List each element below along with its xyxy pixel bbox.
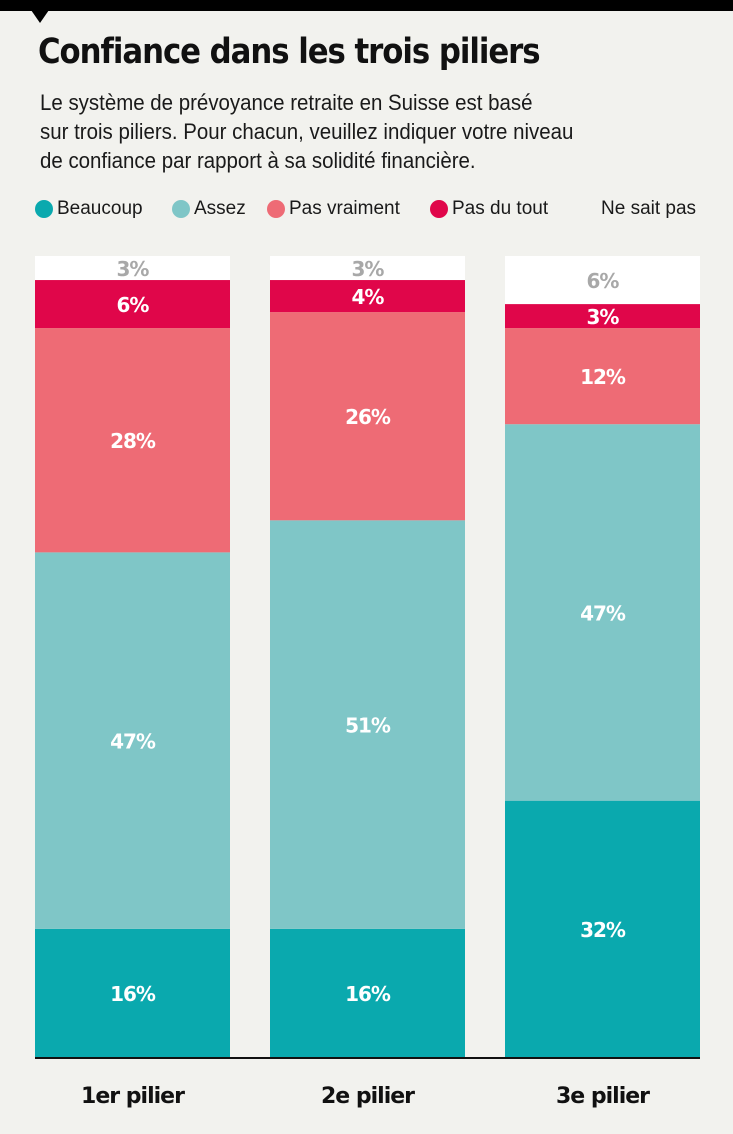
- data-label: 6%: [117, 293, 150, 317]
- bar-segment: [505, 328, 700, 425]
- category-label: 2e pilier: [321, 1084, 415, 1109]
- legend-label: Assez: [194, 198, 246, 219]
- legend-label: Ne sait pas: [601, 198, 697, 219]
- data-label: 3%: [352, 257, 385, 281]
- legend-item: Ne sait pas: [601, 198, 696, 220]
- bar-segment: [35, 928, 230, 1057]
- data-label: 16%: [110, 982, 156, 1006]
- bar-segment: [505, 304, 700, 329]
- bar-segment: [270, 928, 465, 1057]
- bar-segment: [505, 256, 700, 305]
- bar-segment: [35, 552, 230, 929]
- legend-swatch: [172, 200, 190, 218]
- chart-title: Confiance dans les trois piliers: [38, 32, 541, 72]
- data-label: 12%: [580, 365, 626, 389]
- legend-label: Pas du tout: [452, 198, 549, 219]
- legend-item: Assez: [172, 198, 246, 220]
- top-bar: [0, 0, 733, 11]
- legend-item: Pas du tout: [430, 198, 548, 220]
- legend-swatch: [267, 200, 285, 218]
- bar-segment: [505, 424, 700, 801]
- bar-segment: [35, 328, 230, 553]
- data-label: 3%: [117, 257, 150, 281]
- legend-swatch: [35, 200, 53, 218]
- legend: Beaucoup Assez Pas vraiment Pas du tout Ne s…: [35, 198, 705, 224]
- data-label: 51%: [345, 714, 391, 738]
- bar-segment: [35, 280, 230, 329]
- legend-label: Pas vraiment: [289, 198, 400, 219]
- data-label: 47%: [110, 730, 156, 754]
- bar-segment: [270, 312, 465, 521]
- legend-swatch: [430, 200, 448, 218]
- category-label: 1er pilier: [81, 1084, 185, 1109]
- bar-segment: [35, 256, 230, 281]
- data-label: 28%: [110, 429, 156, 453]
- bar-segment: [270, 520, 465, 929]
- data-label: 3%: [587, 305, 620, 329]
- bar-segment: [270, 280, 465, 313]
- data-label: 26%: [345, 405, 391, 429]
- legend-item: Pas vraiment: [267, 198, 400, 220]
- data-label: 47%: [580, 601, 626, 625]
- bar-segment: [270, 256, 465, 281]
- notch-marker: [31, 10, 49, 23]
- data-label: 4%: [352, 285, 385, 309]
- category-label: 3e pilier: [556, 1084, 650, 1109]
- chart-subtitle: Le système de prévoyance retraite en Sui…: [40, 90, 574, 173]
- data-label: 16%: [345, 982, 391, 1006]
- legend-item: Beaucoup: [35, 198, 143, 220]
- data-label: 6%: [587, 269, 620, 293]
- legend-label: Beaucoup: [57, 198, 143, 219]
- bar-segment: [505, 800, 700, 1057]
- data-label: 32%: [580, 918, 626, 942]
